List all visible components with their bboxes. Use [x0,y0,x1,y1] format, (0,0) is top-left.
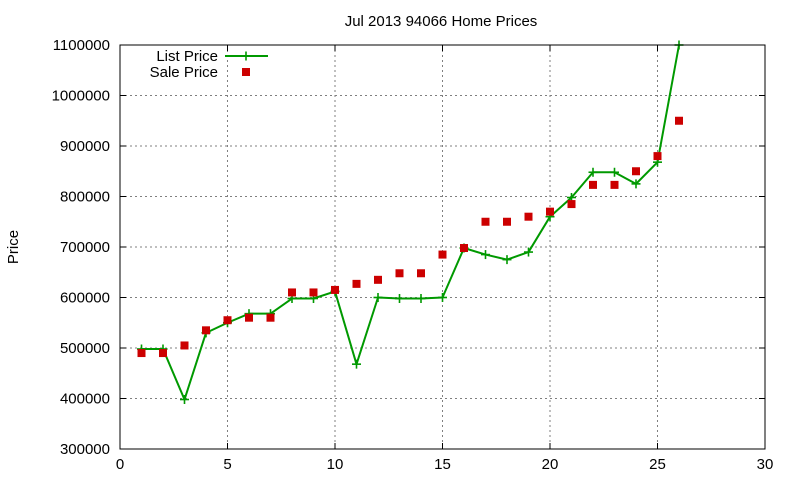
sale-price-point [331,285,339,294]
list-price-line [141,44,680,401]
y-axis-tick-labels: 300000 400000 500000 600000 700000 800000 9000… [52,37,110,458]
y-tick-label: 400000 [60,391,110,408]
sale-price-point [288,288,296,297]
sale-price-point [395,269,404,278]
list-price-point [395,294,404,304]
sale-price-series [137,116,683,358]
x-tick-label: 25 [649,456,666,473]
sale-price-point [159,349,167,358]
x-tick-label: 20 [542,456,559,473]
sale-price-point [309,288,318,297]
chart-title: Jul 2013 94066 Home Prices [345,13,538,30]
sale-price-point [546,207,554,216]
sale-price-point [503,217,511,226]
legend-label-list-price: List Price [156,48,218,65]
x-axis-tick-labels: 0 5 10 15 20 25 30 [116,456,774,473]
sale-price-point [245,313,253,322]
x-tick-label: 5 [223,456,231,473]
list-price-point [373,293,383,302]
sale-price-point [438,250,447,259]
sale-price-point [223,316,232,325]
sale-price-point [352,279,361,288]
legend-marker-list-price [241,51,251,61]
sale-price-point [481,217,490,226]
x-tick-label: 10 [327,456,344,473]
sale-price-point [675,116,683,125]
list-price-point [481,250,490,260]
series-layer [137,40,684,405]
y-tick-label: 600000 [60,290,110,307]
sale-price-point [632,167,640,176]
list-price-point [502,255,512,265]
y-tick-label: 1100000 [53,37,110,54]
sale-price-point [266,313,275,322]
grid-lines [120,45,765,449]
y-axis-label: Price [5,230,22,264]
y-tick-label: 700000 [60,239,110,256]
list-price-point [524,247,533,257]
sale-price-point [374,275,382,284]
plot-frame [119,44,766,450]
sale-price-point [460,244,468,253]
y-tick-label: 1000000 [52,88,110,105]
y-tick-label: 900000 [60,138,110,155]
sale-price-point [567,200,576,209]
list-price-point [588,167,598,177]
x-tick-label: 30 [757,456,774,473]
list-price-point [610,167,619,177]
sale-price-point [653,152,662,161]
list-price-point [631,179,641,189]
sale-price-point [589,180,597,189]
y-tick-label: 300000 [60,441,110,458]
sale-price-point [180,341,189,350]
sale-price-point [202,326,210,335]
sale-price-point [610,180,619,189]
y-tick-label: 800000 [60,189,110,206]
list-price-point [438,293,447,302]
legend-label-sale-price: Sale Price [150,64,218,81]
list-price-point [180,395,189,405]
legend-marker-sale-price [242,68,250,76]
sale-price-point [417,269,425,278]
y-tick-label: 500000 [60,340,110,357]
list-price-point [416,294,426,304]
sale-price-point [524,212,533,221]
list-price-point [352,359,361,369]
x-tick-label: 15 [434,456,451,473]
x-tick-label: 0 [116,456,124,473]
sale-price-point [137,349,146,358]
